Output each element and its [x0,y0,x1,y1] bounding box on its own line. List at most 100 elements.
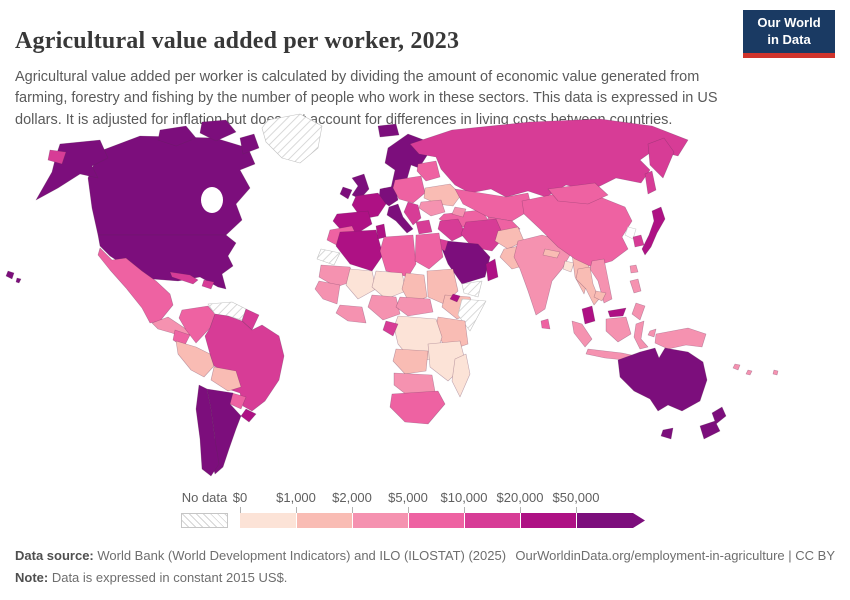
region-caucasus[interactable] [451,206,467,218]
region-peru[interactable] [175,340,215,378]
legend-bin-3[interactable] [408,513,465,528]
region-saudiarabia[interactable] [441,240,491,285]
region-cuba[interactable] [169,271,199,285]
legend-tick-label-4: $10,000 [440,490,488,505]
region-nz-north[interactable] [711,406,727,425]
region-italy[interactable] [386,203,414,234]
region-balkans[interactable] [403,201,422,226]
region-ukraine[interactable] [423,183,462,207]
region-iraq[interactable] [437,218,467,242]
region-nz-south[interactable] [699,420,721,440]
region-russia[interactable] [409,118,689,198]
region-cameroon[interactable] [395,296,434,317]
region-northkorea[interactable] [624,226,637,240]
region-ireland[interactable] [339,186,353,200]
region-srilanka[interactable] [540,318,551,330]
region-kamchatka[interactable] [647,137,675,179]
region-uruguay[interactable] [240,408,257,423]
region-sumatra[interactable] [571,320,593,348]
region-baltics[interactable] [416,160,441,182]
region-fiji[interactable] [772,369,779,376]
region-chukotka[interactable] [47,149,67,165]
region-canada-arctic-2[interactable] [199,119,237,142]
legend-no-data-label: No data [181,490,228,505]
region-nigeria[interactable] [367,294,401,321]
region-australia[interactable] [617,347,708,412]
legend-tick-5 [520,507,521,513]
region-japan[interactable] [641,206,666,256]
region-newguinea[interactable] [654,327,707,350]
region-bangladesh[interactable] [562,260,575,273]
region-hispaniola[interactable] [201,279,215,290]
region-brazil[interactable] [204,313,285,412]
region-philippines-1[interactable] [629,278,642,294]
owid-logo-accent-bar [743,52,835,58]
region-kazakhstan[interactable] [454,188,533,222]
legend-tick-6 [576,507,577,513]
region-greenland[interactable] [261,113,323,164]
chart-footer: Data source: World Bank (World Developme… [15,548,835,585]
legend-bin-5[interactable] [520,513,577,528]
region-djibouti[interactable] [449,293,461,303]
region-malaysia-borneo[interactable] [607,307,627,318]
region-china[interactable] [521,192,633,268]
region-libya[interactable] [379,234,417,278]
region-senegal[interactable] [314,280,341,305]
region-gabon[interactable] [382,320,399,337]
region-hawaii-2[interactable] [15,277,22,284]
owid-logo[interactable]: Our World in Data [743,10,835,58]
region-pacific-2[interactable] [745,369,753,376]
region-romania[interactable] [418,199,446,217]
region-borneo[interactable] [605,316,632,343]
region-moluccas[interactable] [647,328,657,338]
region-mongolia[interactable] [547,182,609,205]
region-easterneurope[interactable] [392,175,426,204]
region-sulawesi[interactable] [633,320,649,350]
legend-bin-2[interactable] [352,513,409,528]
region-yemen[interactable] [461,280,483,298]
region-mauritania[interactable] [318,264,355,288]
legend-bin-0[interactable] [240,513,296,528]
region-canada-arctic-1[interactable] [157,125,197,147]
region-malaysia[interactable] [581,305,596,325]
region-taiwan[interactable] [629,264,639,274]
region-iran[interactable] [460,218,505,252]
region-vietnam[interactable] [589,258,613,304]
region-mexico[interactable] [97,247,174,324]
region-chile[interactable] [195,384,220,477]
region-nepal[interactable] [542,248,561,259]
region-bolivia[interactable] [210,366,242,392]
region-pacific-1[interactable] [732,363,741,371]
region-thailand[interactable] [575,266,600,306]
legend-bin-4[interactable] [464,513,521,528]
region-algeria[interactable] [335,229,384,272]
region-afghanistan[interactable] [494,226,525,250]
region-southafrica[interactable] [389,390,446,425]
region-canada-arctic-3[interactable] [239,133,260,155]
region-oman[interactable] [485,258,499,282]
region-canada[interactable] [87,135,256,236]
region-cambodia[interactable] [593,290,607,302]
region-tasmania[interactable] [660,427,674,440]
region-sakhalin[interactable] [644,170,657,195]
region-angola[interactable] [392,348,429,375]
legend-bin-6[interactable] [576,513,645,528]
legend-no-data-swatch[interactable] [181,513,228,528]
hudson-bay-water [201,187,223,213]
region-egypt[interactable] [414,232,444,270]
region-ghana[interactable] [335,304,367,324]
region-iceland[interactable] [377,123,400,138]
region-southkorea[interactable] [632,234,645,248]
region-greece[interactable] [415,219,433,235]
region-wsahara[interactable] [316,248,341,266]
region-niger[interactable] [371,270,407,300]
region-hawaii-1[interactable] [5,270,15,280]
attribution-link[interactable]: OurWorldinData.org/employment-in-agricul… [515,548,835,563]
region-colombia[interactable] [178,305,216,344]
legend-bin-1[interactable] [296,513,353,528]
region-philippines-2[interactable] [631,302,646,321]
region-madagascar[interactable] [451,353,471,398]
datasource-label: Data source: [15,548,94,563]
region-alaska[interactable] [35,139,109,201]
region-mali[interactable] [345,268,377,300]
